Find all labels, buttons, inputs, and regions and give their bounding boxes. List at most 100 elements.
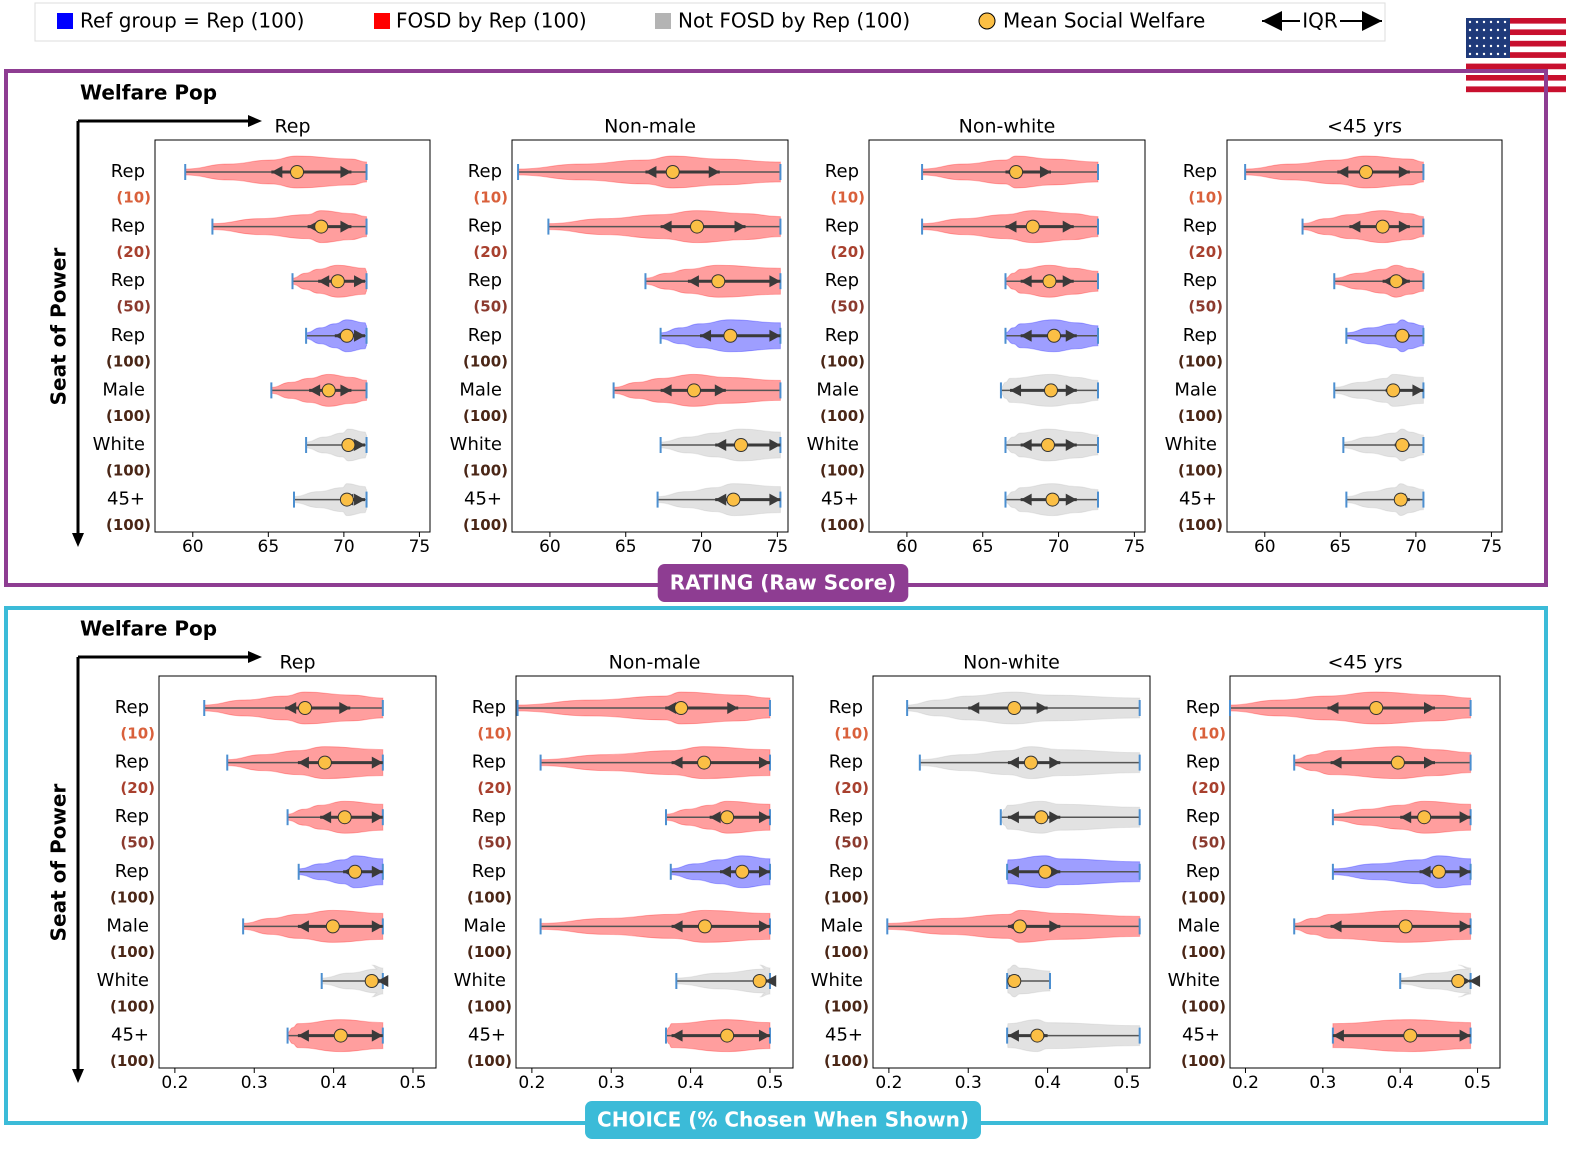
flag [1466,18,1566,93]
flag-stripe [1466,46,1566,53]
x-tick-label: 0.2 [875,1073,902,1093]
x-tick-label: 0.5 [756,1073,783,1093]
mean-marker [333,1028,348,1043]
iqr-arrow-right [1065,493,1077,506]
category-label: 45+ [468,1025,506,1046]
category-label: Rep [115,697,149,718]
category-label: Rep [829,697,863,718]
section-label-bg [585,1101,981,1139]
iqr-arrow-right [758,920,770,933]
mean-marker [720,1028,735,1043]
category-label: Rep [829,861,863,882]
axis-arrow [72,533,84,547]
flag-star [1503,44,1507,48]
flag-stripe [1466,40,1566,47]
axis-arrow [72,1069,84,1083]
mean-marker [341,438,356,452]
category-label: Rep [115,752,149,773]
iqr-arrow-left [1330,756,1342,769]
iqr-arrow-right [1424,702,1436,714]
iqr-arrow-right [758,865,770,878]
mean-marker [1030,1028,1045,1043]
x-tick-label: 75 [767,537,789,557]
category-sublabel: (100) [463,516,508,534]
mean-marker [314,219,329,234]
category-label: Rep [825,161,859,182]
iqr-arrow-right [769,329,781,342]
iqr-arrow-right [354,329,366,342]
iqr-arrow-left [765,975,777,987]
flag-stripe [1466,52,1566,58]
category-sublabel: (100) [463,462,508,480]
iqr-arrow-right [769,493,781,506]
mean-marker [1038,864,1053,879]
flag-star [1496,44,1500,48]
category-sublabel: (100) [110,943,155,961]
iqr-arrow-right [1398,166,1410,178]
chart-title: Non-male [604,116,696,138]
category-sublabel: (100) [1181,943,1226,961]
flag-star [1496,28,1500,32]
flag-star [1503,52,1507,56]
mean-marker [348,864,363,879]
iqr-arrow-right [708,166,720,178]
flag-star [1496,20,1500,24]
chart-title: Non-white [959,116,1056,138]
category-label: Rep [1183,161,1217,182]
x-tick-label: 0.5 [399,1073,426,1093]
mean-marker [325,919,340,934]
iqr-arrow-right [371,1029,383,1042]
mean-marker [1451,974,1466,988]
chart-title: <45 yrs [1327,652,1402,674]
category-label: 45+ [825,1025,863,1046]
legend-label: Ref group = Rep (100) [80,9,304,33]
category-label: 45+ [1182,1025,1220,1046]
iqr-arrow-left [1419,865,1431,878]
mean-marker [1359,165,1374,179]
category-sublabel: (20) [830,243,865,261]
x-axis-label: Welfare Pop [80,81,217,105]
category-sublabel: (10) [477,725,512,743]
iqr-arrow-right [1065,329,1077,342]
flag-star [1503,28,1507,32]
iqr-arrow-left [1332,1029,1344,1042]
category-sublabel: (10) [1191,725,1226,743]
category-sublabel: (100) [1181,1052,1226,1070]
category-label: 45+ [107,489,145,510]
legend-label: Not FOSD by Rep (100) [678,9,910,33]
category-sublabel: (100) [106,462,151,480]
mean-marker [364,974,379,988]
category-label: Rep [468,325,502,346]
iqr-arrow-left [1007,1029,1019,1042]
flag-stripe [1466,63,1566,70]
flag-star [1468,36,1472,40]
y-axis-label: Seat of Power [47,784,71,942]
iqr-arrow-right [340,220,352,233]
mean-marker [1007,974,1022,988]
iqr-arrow-left [1330,920,1342,933]
iqr-arrow-right [1459,1029,1471,1042]
mean-marker [1034,810,1049,825]
flag-star [1482,44,1486,48]
category-label: Rep [1186,697,1220,718]
iqr-arrow-right [1065,384,1077,397]
x-tick-label: 0.4 [677,1073,704,1093]
chart-title: <45 yrs [1327,116,1402,138]
iqr-arrow-right [1398,220,1410,233]
iqr-arrow-right [1459,811,1471,824]
flag-star [1475,28,1479,32]
iqr-arrow-right [758,1029,770,1042]
category-sublabel: (10) [120,725,155,743]
category-sublabel: (100) [1181,888,1226,906]
flag-stripe [1466,35,1566,41]
category-sublabel: (10) [1188,189,1223,207]
iqr-arrow-right [1062,275,1074,288]
category-sublabel: (100) [463,352,508,370]
plot-area [154,139,431,533]
section-label: CHOICE (% Chosen When Shown) [597,1108,969,1132]
legend-marker [57,13,73,29]
x-tick-label: 0.3 [955,1073,982,1093]
category-sublabel: (100) [1178,516,1223,534]
x-tick-label: 0.2 [518,1073,545,1093]
iqr-arrow-right [371,920,383,933]
